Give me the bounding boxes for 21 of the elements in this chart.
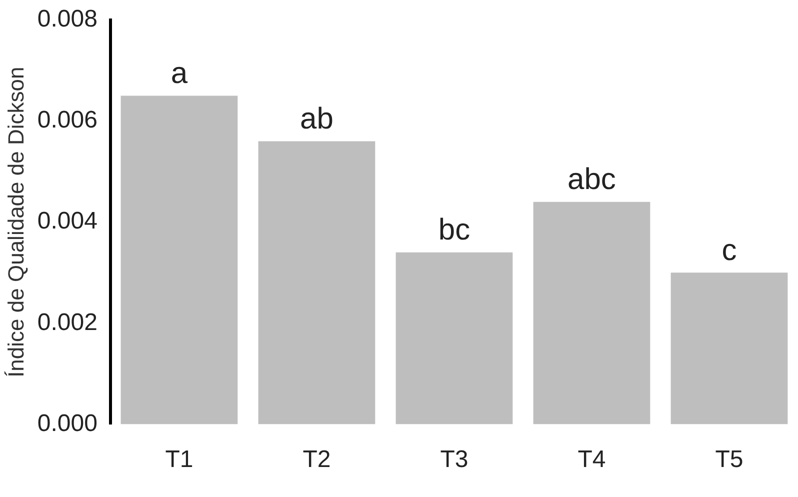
- bar: [670, 272, 788, 424]
- bar: [258, 141, 376, 424]
- y-axis-title: Índice de Qualidade de Dickson: [3, 66, 28, 378]
- x-tick-label: T5: [715, 446, 744, 474]
- y-tick-label: 0.006: [37, 106, 98, 134]
- y-tick-label: 0.000: [37, 410, 98, 437]
- annotation: ab: [300, 102, 334, 136]
- annotation: c: [722, 234, 737, 267]
- y-tick-label: 0.002: [37, 308, 98, 336]
- x-tick-label: T2: [302, 446, 331, 474]
- annotation: abc: [568, 163, 616, 196]
- x-tick-label: T4: [578, 446, 606, 474]
- x-tick-label: T3: [440, 446, 468, 474]
- bar: [396, 252, 513, 424]
- annotation: a: [170, 57, 188, 90]
- x-tick-label: T1: [165, 446, 194, 474]
- y-tick-label: 0.004: [37, 208, 98, 235]
- bar: [120, 96, 238, 424]
- y-tick-label: 0.008: [37, 6, 98, 33]
- annotation: bc: [438, 214, 470, 247]
- bar: [533, 202, 650, 424]
